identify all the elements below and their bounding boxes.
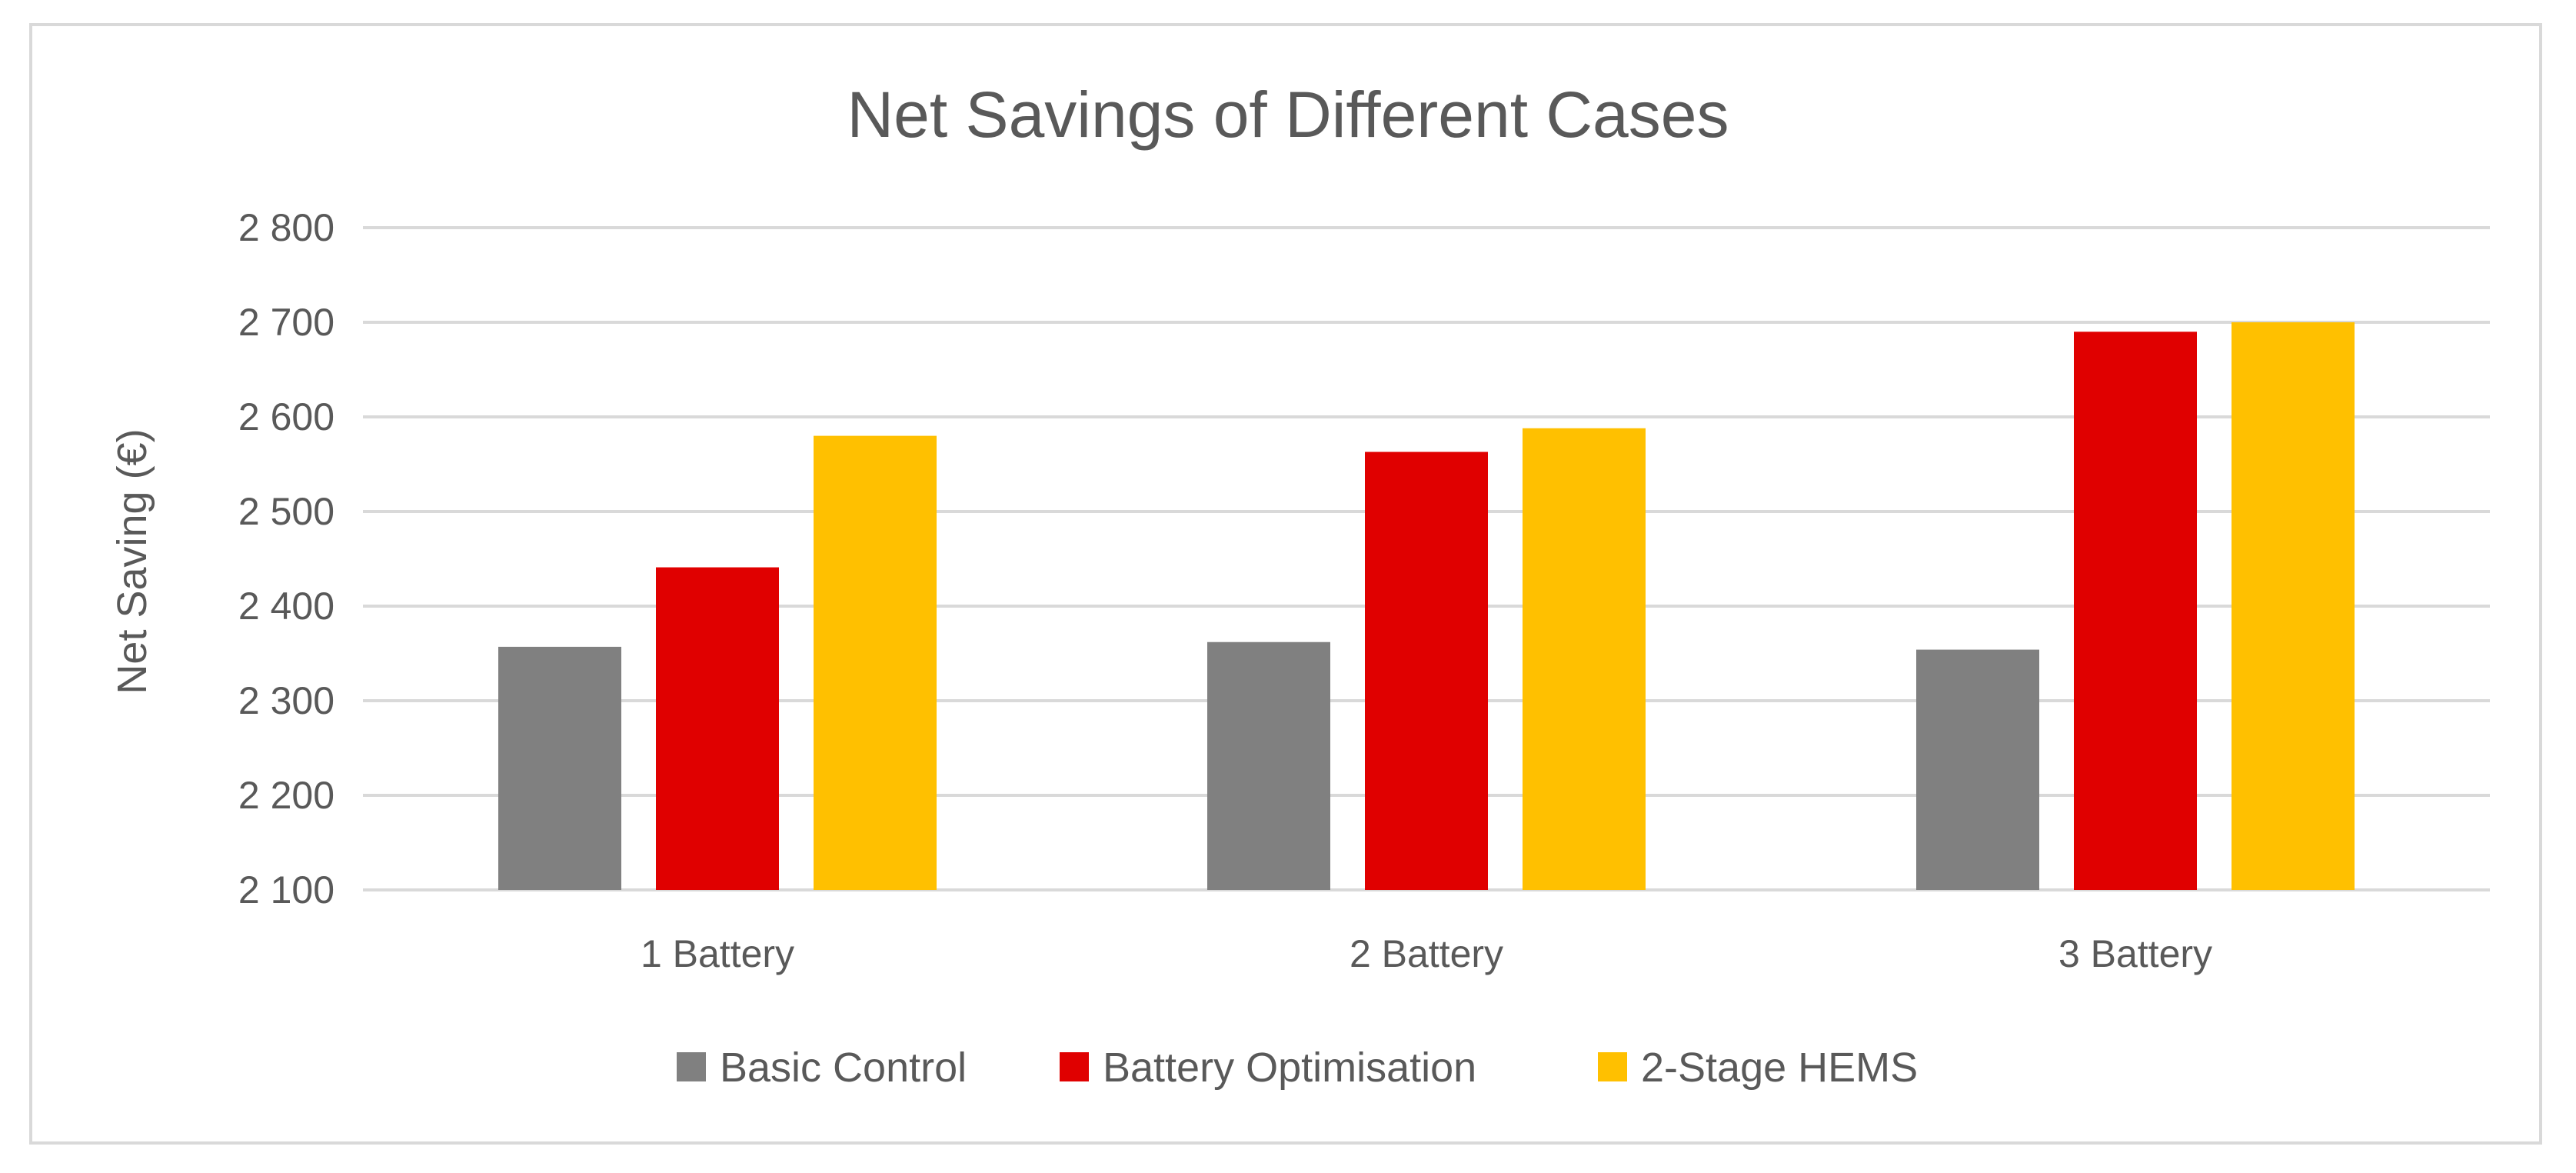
y-tick-label: 2 400	[238, 585, 334, 628]
y-tick-label: 2 700	[238, 301, 334, 344]
y-tick-label: 2 800	[238, 206, 334, 249]
x-axis-ticks: 1 Battery 2 Battery 3 Battery	[641, 932, 2212, 975]
legend-label: Battery Optimisation	[1103, 1045, 1476, 1091]
chart-title: Net Savings of Different Cases	[847, 78, 1729, 151]
bar	[2232, 322, 2355, 890]
bars	[498, 322, 2355, 890]
legend-swatch	[1060, 1052, 1089, 1081]
y-tick-label: 2 300	[238, 679, 334, 722]
x-tick-label: 2 Battery	[1350, 932, 1503, 975]
bar	[498, 646, 621, 890]
y-tick-label: 2 200	[238, 774, 334, 817]
legend-label: Basic Control	[720, 1045, 967, 1091]
bar	[1207, 641, 1330, 890]
bar	[2074, 332, 2197, 890]
legend-swatch	[677, 1052, 706, 1081]
y-axis-title: Net Saving (€)	[109, 428, 155, 694]
legend: Basic Control Battery Optimisation 2-Stage…	[677, 1045, 1918, 1091]
x-tick-label: 3 Battery	[2058, 932, 2212, 975]
bar	[1523, 428, 1646, 890]
bar	[1916, 649, 2039, 890]
bar	[814, 435, 937, 890]
bar	[656, 567, 779, 890]
legend-swatch	[1598, 1052, 1627, 1081]
bar	[1365, 452, 1488, 890]
y-tick-label: 2 100	[238, 868, 334, 911]
y-axis-ticks: 2 100 2 200 2 300 2 400 2 500 2 600 2 700 2 800	[238, 206, 334, 911]
y-tick-label: 2 500	[238, 490, 334, 533]
y-tick-label: 2 600	[238, 395, 334, 438]
x-tick-label: 1 Battery	[641, 932, 794, 975]
legend-label: 2-Stage HEMS	[1641, 1045, 1918, 1091]
